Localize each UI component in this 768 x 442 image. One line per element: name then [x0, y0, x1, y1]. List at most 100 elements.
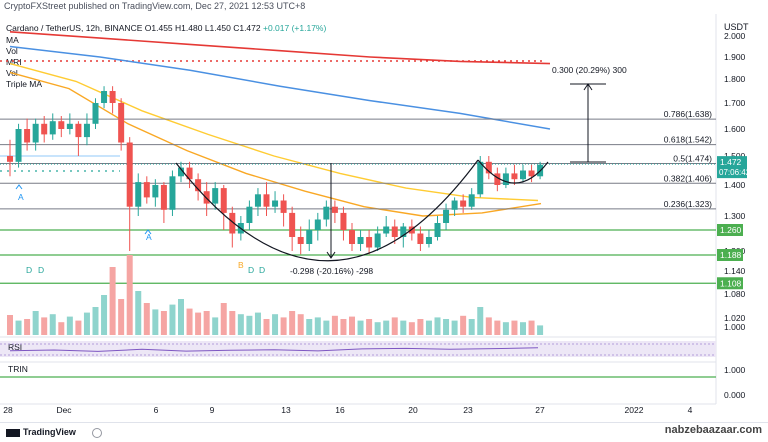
support-tag-label: 1.108: [720, 278, 742, 288]
candle-body: [366, 237, 373, 248]
price-tick-label: 1.500: [724, 151, 746, 161]
candle-body: [203, 191, 210, 204]
candle-body: [15, 129, 22, 162]
signal-label: D: [26, 265, 32, 275]
volume-bar: [118, 299, 125, 335]
candle-body: [400, 226, 407, 237]
volume-bar: [280, 317, 287, 335]
volume-bar: [41, 317, 48, 335]
volume-bar: [400, 320, 407, 335]
countdown-label: 07:06:42: [719, 168, 751, 177]
candle-body: [443, 209, 450, 223]
volume-bar: [7, 315, 13, 335]
indicator-triple-ma[interactable]: Triple MA: [6, 79, 43, 89]
candle-body: [24, 129, 31, 143]
indicator-mri[interactable]: MRI: [6, 57, 22, 67]
volume-bar: [126, 255, 133, 335]
candle-body: [340, 212, 347, 230]
candle-body: [109, 91, 116, 103]
last-price-label: 1.472: [720, 157, 742, 167]
candle-body: [297, 237, 304, 244]
indicator-ma[interactable]: MA: [6, 35, 19, 45]
candle-body: [494, 173, 501, 185]
time-axis-label: 16: [335, 405, 345, 415]
candle-body: [280, 200, 287, 213]
candle-body: [254, 194, 261, 207]
volume-bar: [220, 303, 227, 335]
price-tick-label: 1.300: [724, 211, 746, 221]
candle-body: [485, 161, 492, 174]
volume-bar: [460, 315, 467, 335]
volume-bar: [477, 307, 484, 335]
volume-bar: [537, 325, 544, 335]
signal-arrow-icon: [144, 229, 152, 235]
time-axis-label: 4: [688, 405, 693, 415]
close-value: C1.472: [233, 23, 261, 33]
tradingview-logo-icon: [6, 428, 20, 437]
candle-body: [32, 123, 39, 143]
candle-body: [314, 219, 321, 230]
volume-bar: [434, 317, 441, 335]
price-tick-label: 1.600: [724, 124, 746, 134]
volume-bar: [443, 319, 450, 335]
snapshot-icon[interactable]: [92, 428, 102, 438]
support-tag: [717, 249, 743, 261]
volume-bar: [408, 322, 415, 335]
price-tick-label: 2.000: [724, 31, 746, 41]
price-tick-label: 1.900: [724, 52, 746, 62]
volume-bar: [468, 319, 475, 335]
signal-arrow-icon: [15, 184, 23, 190]
indicator-vol[interactable]: Vol: [6, 46, 18, 56]
time-axis-label: 28: [3, 405, 13, 415]
candle-body: [511, 173, 518, 180]
candle-body: [83, 123, 90, 138]
volume-bar: [49, 314, 56, 335]
volume-bar: [451, 320, 458, 335]
candle-body: [374, 233, 381, 248]
volume-bar: [58, 322, 65, 335]
open-value: O1.455: [144, 23, 173, 33]
price-chart[interactable]: 2.000 1.900 1.800 1.700 1.600 1.500 1.400 1.300…: [0, 0, 768, 422]
price-tick-label: 1.000: [724, 322, 746, 332]
candle-body: [349, 230, 355, 244]
volume-bar: [169, 304, 176, 335]
candle-body: [502, 173, 509, 185]
candle-body: [246, 206, 253, 223]
time-axis-label: Dec: [56, 405, 72, 415]
volume-bar: [237, 314, 244, 335]
candle-body: [451, 200, 458, 210]
symbol-legend: Cardano / TetherUS, 12h, BINANCE O1.455 …: [6, 23, 326, 33]
volume-bar: [520, 322, 526, 335]
volume-bar: [383, 320, 390, 335]
volume-bar: [152, 309, 159, 335]
volume-bar: [323, 320, 330, 335]
volume-bar: [101, 295, 108, 335]
price-tick-label: 1.700: [724, 98, 746, 108]
volume-bar: [143, 303, 150, 335]
volume-bar: [254, 312, 261, 335]
candle-body: [477, 161, 484, 195]
measure-up-arrow: [583, 83, 593, 91]
volume-bar: [263, 319, 270, 335]
tradingview-brand[interactable]: TradingView: [6, 427, 76, 437]
volume-bar: [391, 317, 398, 335]
candle-body: [263, 194, 270, 207]
volume-bar: [374, 322, 381, 335]
volume-bar: [92, 307, 99, 335]
candle-body: [468, 194, 475, 207]
volume-bar: [314, 317, 321, 335]
volume-bar: [417, 319, 424, 335]
measure-down-arrow: [326, 251, 336, 259]
volume-bar: [349, 316, 355, 335]
signal-label: D: [259, 265, 265, 275]
candle-body: [212, 188, 219, 204]
price-tick-label: 1.020: [724, 313, 746, 323]
candle-body: [434, 223, 441, 237]
time-axis-label: 13: [281, 405, 291, 415]
candle-body: [520, 170, 526, 180]
support-tag: [717, 277, 743, 290]
support-tag: [717, 224, 743, 236]
currency-label: USDT: [724, 22, 749, 32]
candle-body: [331, 206, 338, 213]
volume-bar: [135, 291, 142, 335]
